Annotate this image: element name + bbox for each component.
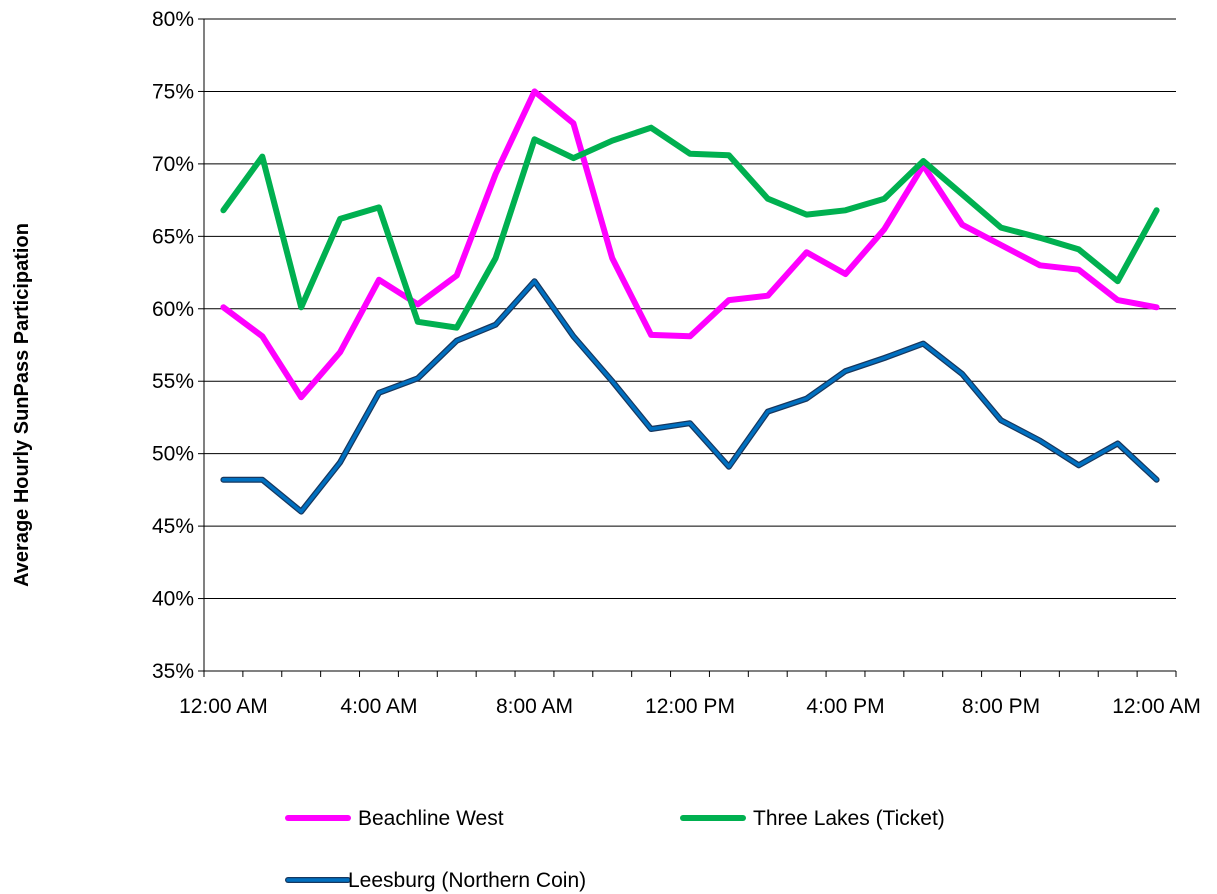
series-line-outline	[220, 278, 1160, 515]
gridlines	[204, 18, 1176, 672]
x-tick-label: 12:00 AM	[179, 695, 268, 718]
y-tick-label: 45%	[152, 515, 194, 538]
tick-labels: 35% 40% 45% 50% 55% 60% 65% 70% 75% 80% 12:00 AM 4:…	[152, 8, 1201, 718]
legend: Beachline West Three Lakes (Ticket) Leesbu…	[285, 807, 945, 892]
y-tick-label: 65%	[152, 225, 194, 248]
y-tick-label: 75%	[152, 80, 194, 103]
series-line	[220, 124, 1160, 331]
x-tick-label: 8:00 AM	[496, 695, 573, 718]
series-lines	[220, 88, 1160, 515]
y-axis-label: Average Hourly SunPass Participation	[11, 223, 33, 587]
y-tick-label: 55%	[152, 370, 194, 393]
legend-label: Three Lakes (Ticket)	[753, 807, 945, 830]
y-tick-label: 35%	[152, 660, 194, 683]
x-tick-label: 4:00 AM	[340, 695, 417, 718]
y-tick-label: 40%	[152, 588, 194, 611]
y-tick-label: 50%	[152, 443, 194, 466]
series-line	[220, 88, 1160, 401]
series-line	[221, 279, 1159, 514]
x-tick-label: 8:00 PM	[962, 695, 1040, 718]
legend-label: Leesburg (Northern Coin)	[348, 869, 586, 892]
y-tick-label: 60%	[152, 298, 194, 321]
axes	[198, 18, 1177, 677]
y-tick-label: 70%	[152, 153, 194, 176]
x-tick-label: 4:00 PM	[806, 695, 884, 718]
legend-label: Beachline West	[358, 807, 504, 830]
x-tick-label: 12:00 PM	[645, 695, 735, 718]
y-tick-label: 80%	[152, 8, 194, 31]
x-tick-label: 12:00 AM	[1112, 695, 1201, 718]
